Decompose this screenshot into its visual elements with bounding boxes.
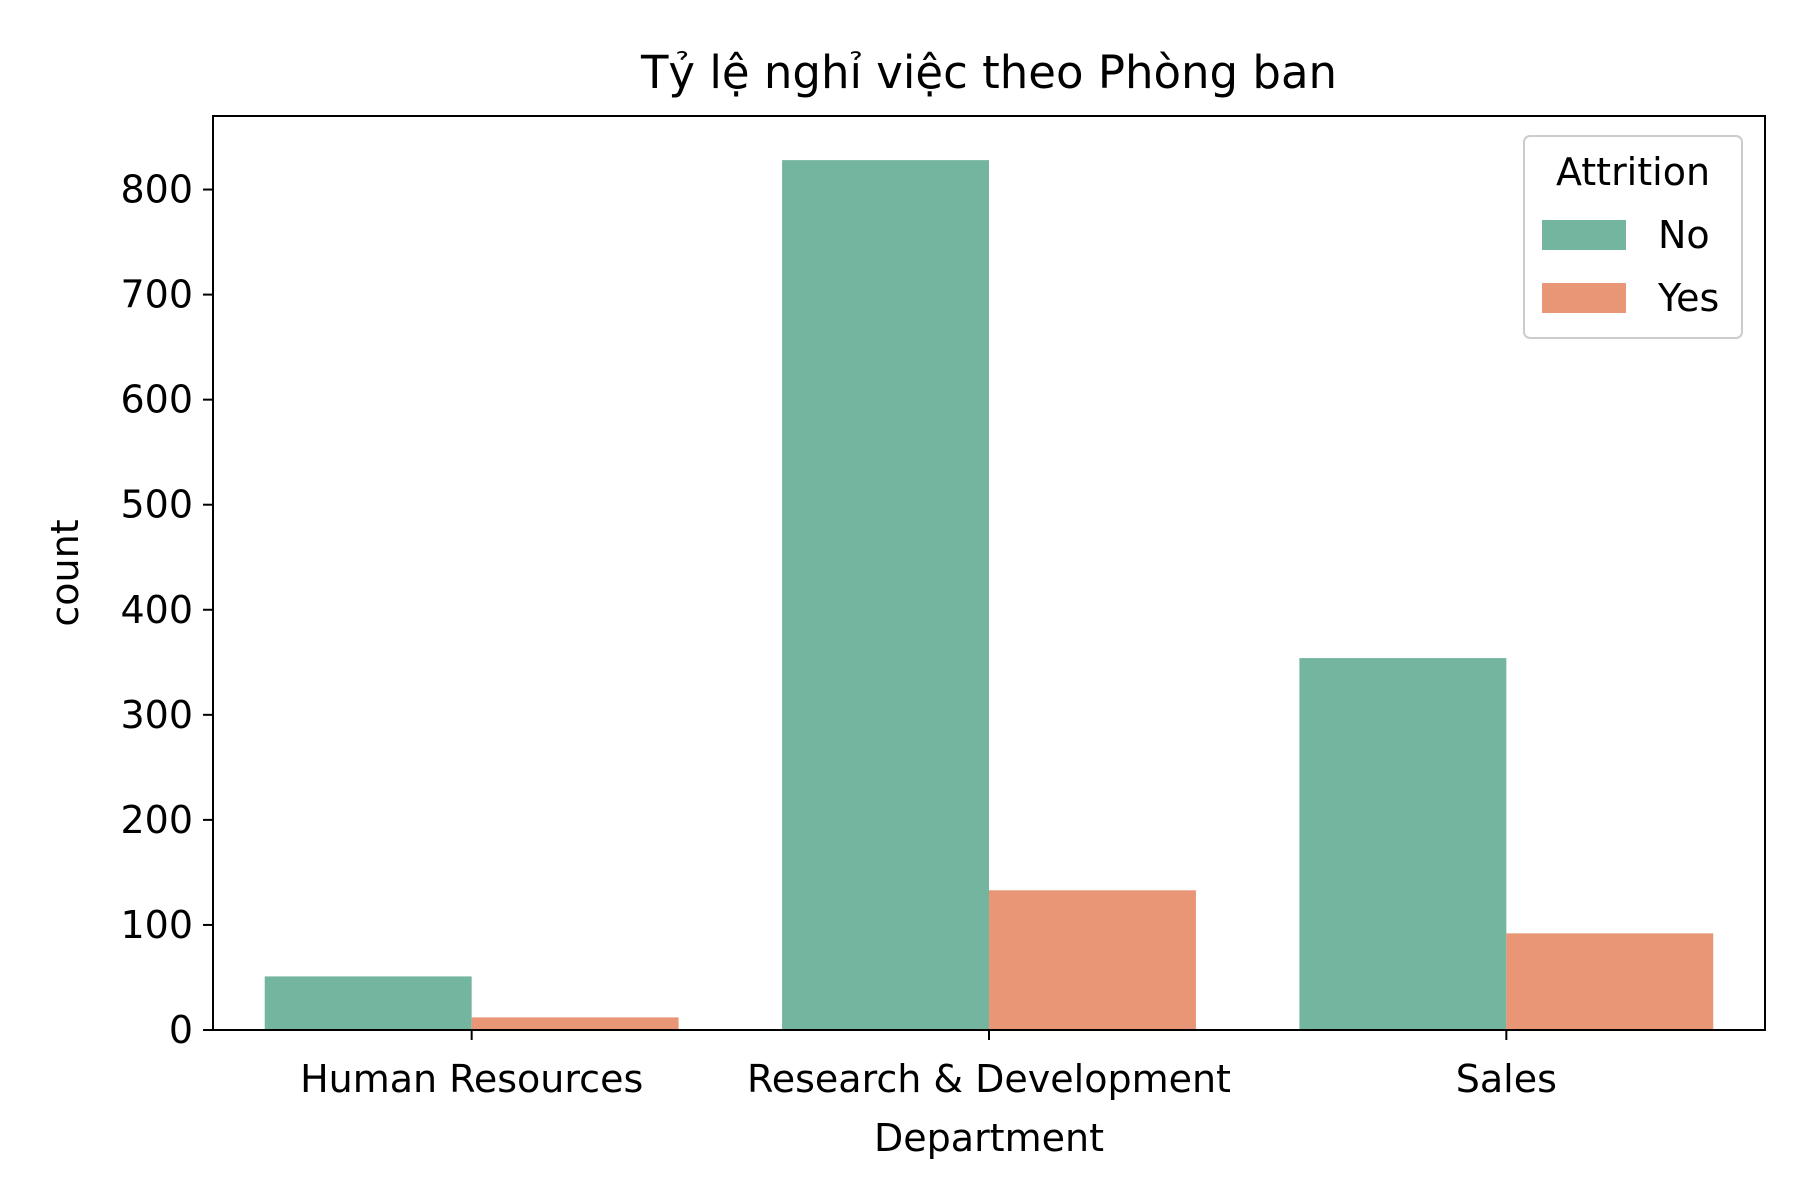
y-tick-label: 0 [169,1008,193,1052]
y-axis: 0 100 200 300 400 500 600 700 800 [120,168,213,1052]
y-tick-label: 100 [120,903,193,947]
x-axis: Human Resources Research & Development Sal… [300,1030,1557,1101]
legend-swatch-no [1542,220,1626,250]
legend-label-no: No [1658,213,1710,257]
bar-yes-2 [1506,933,1714,1030]
x-tick-label: Human Resources [300,1057,643,1101]
y-tick-label: 700 [120,273,193,317]
bar-no-0 [264,976,472,1030]
x-tick-label: Sales [1456,1057,1557,1101]
legend-swatch-yes [1542,283,1626,313]
x-tick-label: Research & Development [747,1057,1231,1101]
y-axis-label: count [43,519,87,626]
chart-title: Tỷ lệ nghỉ việc theo Phòng ban [640,46,1337,99]
y-tick-label: 800 [120,168,193,212]
legend: Attrition No Yes [1523,135,1743,339]
y-tick-label: 300 [120,693,193,737]
legend-title: Attrition [1556,150,1710,194]
bar-yes-0 [471,1017,679,1030]
y-tick-label: 500 [120,483,193,527]
plot-area [264,160,1714,1030]
y-tick-label: 600 [120,378,193,422]
legend-label-yes: Yes [1657,276,1719,320]
y-tick-label: 400 [120,588,193,632]
y-tick-label: 200 [120,798,193,842]
bar-yes-1 [989,890,1196,1030]
bar-no-1 [782,160,989,1030]
x-axis-label: Department [874,1116,1104,1160]
bar-no-2 [1299,658,1507,1030]
